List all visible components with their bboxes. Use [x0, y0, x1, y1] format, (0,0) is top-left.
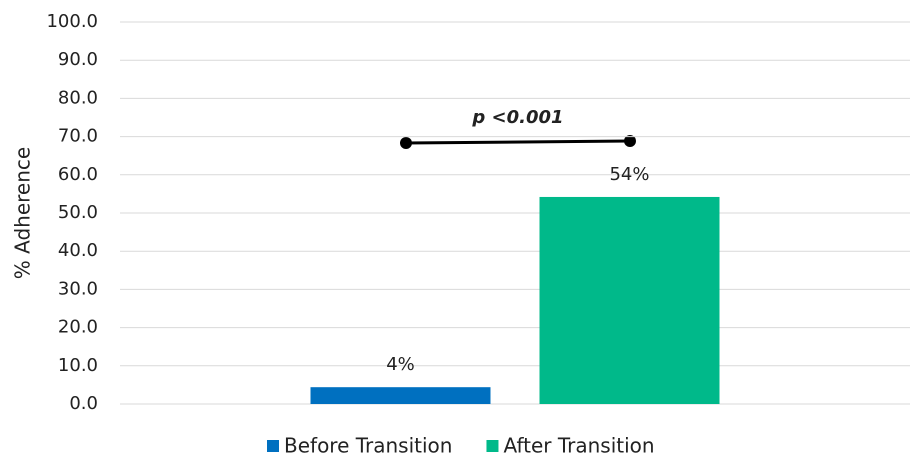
legend-label: Before Transition	[284, 434, 452, 458]
y-tick-label: 0.0	[69, 393, 98, 414]
significance-line	[405, 139, 631, 145]
y-tick-label: 20.0	[58, 317, 98, 338]
bar	[310, 387, 491, 404]
y-tick-label: 100.0	[46, 11, 98, 32]
y-tick-label: 90.0	[58, 49, 98, 70]
legend-swatch	[486, 440, 499, 452]
significance-dot	[624, 135, 636, 147]
y-tick-label: 10.0	[58, 355, 98, 376]
y-tick-label: 30.0	[58, 278, 98, 299]
legend-swatch	[267, 440, 279, 452]
significance-dot	[400, 137, 412, 149]
y-tick-label: 70.0	[58, 126, 98, 147]
bar	[539, 196, 720, 404]
annotation: p <0.001	[471, 107, 563, 128]
y-axis-label: % Adherence	[11, 147, 35, 279]
y-tick-label: 80.0	[58, 87, 98, 108]
y-tick-label: 60.0	[58, 164, 98, 185]
y-tick-label: 50.0	[58, 202, 98, 223]
legend-label: After Transition	[503, 434, 654, 458]
data-label: 54%	[609, 164, 649, 185]
y-tick-label: 40.0	[58, 240, 98, 261]
data-label: 4%	[386, 354, 415, 375]
